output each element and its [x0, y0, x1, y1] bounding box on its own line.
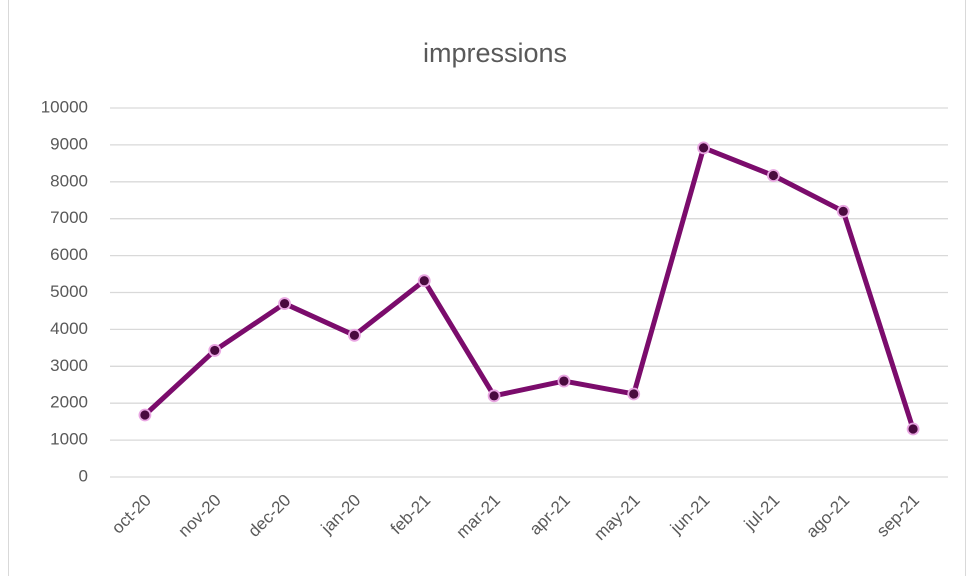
y-tick-label: 1000	[50, 430, 88, 449]
point	[906, 422, 920, 436]
y-tick-label: 4000	[50, 319, 88, 338]
point	[697, 141, 710, 155]
point	[557, 374, 571, 388]
y-tick-label: 7000	[50, 208, 88, 227]
point	[138, 408, 152, 422]
y-tick-label: 3000	[50, 356, 88, 375]
point	[278, 297, 291, 310]
point	[208, 344, 222, 357]
point	[627, 387, 641, 401]
chart-title: impressions	[423, 38, 567, 68]
y-tick-label: 0	[79, 466, 88, 485]
y-tick-label: 6000	[50, 245, 88, 264]
y-tick-label: 9000	[50, 134, 88, 153]
chart-border	[8, 0, 966, 576]
point	[417, 274, 431, 288]
y-tick-label: 10000	[41, 97, 88, 116]
point	[767, 169, 780, 182]
y-tick-label: 2000	[50, 393, 88, 412]
point	[348, 328, 361, 342]
point	[836, 204, 850, 218]
line	[143, 145, 916, 430]
y-tick-label: 5000	[50, 282, 88, 301]
point	[487, 389, 501, 403]
y-tick-label: 8000	[50, 171, 88, 190]
